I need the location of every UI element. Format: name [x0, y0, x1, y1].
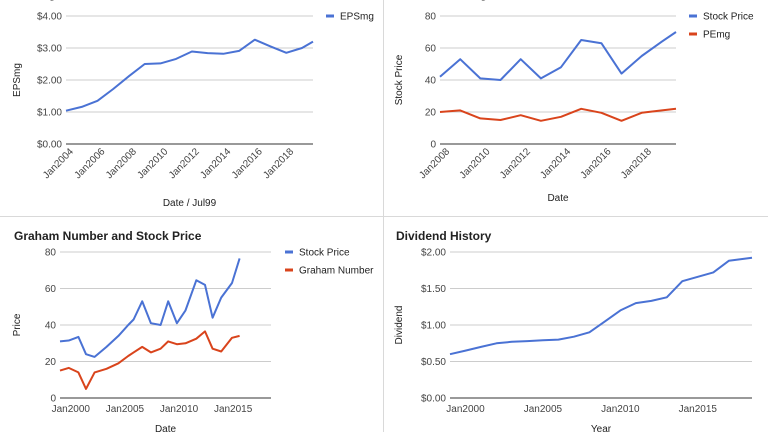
dividend-ytick-label: $2.00: [421, 248, 446, 259]
horizontal-divider: [0, 216, 768, 217]
eps-ytick-label: $4.00: [37, 12, 62, 23]
price-pe-chart: Price and PEmg020406080Jan2008Jan2010Jan…: [394, 0, 754, 204]
dividend-chart: Dividend History $0.00 $0.50 $1.00 $1.50 $2.0…: [394, 229, 753, 432]
graham-xtick-label: Jan2000: [52, 404, 91, 415]
price-pe-xtick-label: Jan2018: [619, 146, 654, 181]
graham-chart: Graham Number and Stock Price 0 20 40 60 80 Ja…: [12, 229, 374, 432]
eps-ytick-label: $2.00: [37, 76, 62, 87]
price-pe-xtick-label: Jan2010: [458, 146, 493, 181]
graham-legend-label: Stock Price: [299, 248, 350, 259]
eps-chart: EPSmg$0.00$1.00$2.00$3.00$4.00Jan2004Jan…: [12, 0, 374, 209]
price-pe-legend-label: Stock Price: [703, 12, 754, 23]
eps-xtick-label: Jan2012: [167, 146, 202, 181]
price-pe-series-line-0: [439, 31, 677, 81]
dividend-ylabel: Dividend: [394, 306, 405, 345]
eps-ylabel: EPSmg: [12, 63, 23, 97]
price-pe-xtick-label: Jan2014: [538, 146, 573, 181]
price-pe-ytick-label: 60: [425, 44, 437, 55]
dividend-xlabel: Year: [591, 424, 612, 432]
price-pe-ytick-label: 80: [425, 12, 437, 23]
dividend-title: Dividend History: [396, 229, 492, 243]
price-pe-series-line-1: [439, 107, 677, 122]
graham-ytick-label: 60: [45, 284, 57, 295]
eps-xlabel: Date / Jul99: [163, 198, 217, 209]
eps-xtick-label: Jan2006: [73, 146, 108, 181]
graham-title: Graham Number and Stock Price: [14, 229, 202, 243]
graham-ytick-label: 40: [45, 321, 57, 332]
graham-xtick-label: Jan2005: [106, 404, 145, 415]
price-pe-xtick-label: Jan2016: [579, 146, 614, 181]
graham-ylabel: Price: [12, 313, 23, 336]
eps-xtick-label: Jan2018: [261, 146, 296, 181]
graham-xlabel: Date: [155, 424, 177, 432]
graham-series-line-0: [59, 258, 241, 358]
dividend-series-line-0: [449, 256, 753, 356]
eps-xtick-label: Jan2004: [41, 146, 76, 181]
dividend-ytick-label: $0.50: [421, 357, 446, 368]
price-pe-xtick-label: Jan2012: [498, 146, 533, 181]
eps-xtick-label: Jan2016: [230, 146, 265, 181]
dividend-xtick-label: Jan2010: [601, 404, 640, 415]
eps-series-line-0: [65, 38, 314, 112]
price-pe-xtick-label: Jan2008: [417, 146, 452, 181]
dividend-ytick-label: $1.50: [421, 284, 446, 295]
price-pe-ytick-label: 20: [425, 108, 437, 119]
eps-xtick-label: Jan2010: [135, 146, 170, 181]
graham-series-line-1: [59, 330, 240, 390]
eps-xtick-label: Jan2008: [104, 146, 139, 181]
graham-xtick-label: Jan2010: [160, 404, 199, 415]
eps-title: EPSmg: [14, 0, 56, 1]
price-pe-ytick-label: 0: [430, 140, 436, 151]
graham-ytick-label: 0: [50, 394, 56, 405]
dividend-xtick-label: Jan2000: [446, 404, 485, 415]
price-pe-xlabel: Date: [547, 193, 569, 204]
price-pe-legend-label: PEmg: [703, 30, 730, 41]
price-pe-title: Price and PEmg: [396, 0, 487, 1]
price-pe-ytick-label: 40: [425, 76, 437, 87]
graham-xtick-label: Jan2015: [214, 404, 253, 415]
dividend-xtick-label: Jan2005: [524, 404, 563, 415]
dividend-ytick-label: $1.00: [421, 321, 446, 332]
price-pe-ylabel: Stock Price: [394, 54, 405, 105]
dividend-ytick-label: $0.00: [421, 394, 446, 405]
eps-ytick-label: $3.00: [37, 44, 62, 55]
graham-ytick-label: 80: [45, 248, 57, 259]
dividend-xtick-label: Jan2015: [679, 404, 718, 415]
eps-legend-label: EPSmg: [340, 12, 374, 23]
graham-ytick-label: 20: [45, 357, 57, 368]
eps-ytick-label: $1.00: [37, 108, 62, 119]
eps-xtick-label: Jan2014: [198, 146, 233, 181]
eps-ytick-label: $0.00: [37, 140, 62, 151]
graham-legend-label: Graham Number: [299, 266, 374, 277]
